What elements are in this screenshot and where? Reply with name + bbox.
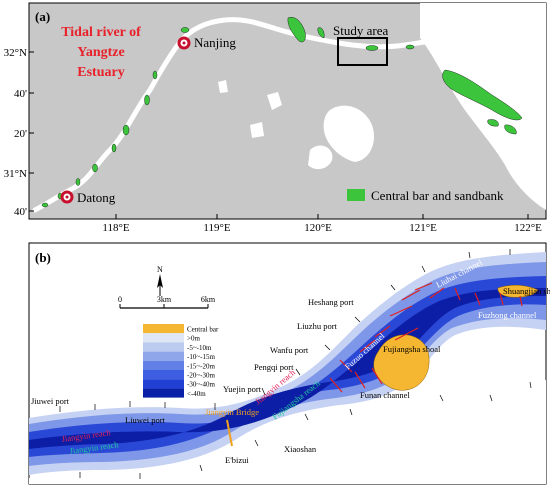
legend-swatch-2: [143, 342, 184, 352]
legend-label-2: -5~-10m: [187, 344, 212, 352]
place-yuejin-port: Yuejin port: [223, 384, 262, 394]
sandbanks: [41, 17, 523, 208]
lon-tick-0: 118°E: [102, 222, 129, 234]
feature-jiangyin-bridge: Jiangyin Bridge: [205, 407, 259, 417]
scale-label-3: 3km: [157, 295, 172, 304]
lon-tick-4: 122°E: [514, 222, 542, 234]
place-pengqi-port: Pengqi port: [254, 362, 294, 372]
lake-small-4: [218, 80, 228, 93]
lon-tick-2: 120°E: [304, 222, 332, 234]
lon-tick-3: 121°E: [409, 222, 437, 234]
shuangjian-shoal: [497, 285, 539, 298]
feature-funan-channel: Funan channel: [360, 390, 410, 400]
legend-label-bar: Central bar and sandbank: [371, 188, 504, 203]
scale-label-6: 6km: [201, 295, 216, 304]
legend-swatch-7: [143, 388, 184, 398]
lat-tick-2: 20': [14, 128, 27, 140]
study-area-box: [337, 37, 388, 66]
lat-tick-4: 40': [14, 206, 27, 218]
lon-tick-1: 119°E: [203, 222, 230, 234]
panel-a-ticks: [29, 51, 529, 219]
map-title-line3: Estuary: [77, 65, 124, 80]
place-ebizui: E'bizui: [225, 455, 249, 465]
jiangyin-bridge-line: [226, 419, 233, 447]
city-label-nanjing: Nanjing: [194, 35, 236, 50]
scale-label-0: 0: [118, 295, 122, 304]
lake-small-3: [250, 122, 264, 138]
north-arrow: N: [157, 265, 163, 296]
datong-marker: [60, 190, 74, 204]
legend-label-7: <-40m: [187, 390, 206, 398]
place-wanfu-port: Wanfu port: [270, 345, 309, 355]
scale-bar: 0 3km 6km: [118, 295, 216, 309]
panel-a-map: (a) Tidal river of Yangtze Estuary Nanji…: [4, 2, 547, 234]
place-jiuwei-port: Jiuwei port: [31, 396, 70, 406]
panel-b-label: (b): [35, 250, 51, 265]
feature-shuangjian-shoal: Shuangjian shoal: [503, 286, 550, 296]
place-liuzhu-port: Liuzhu port: [297, 321, 338, 331]
city-label-datong: Datong: [77, 190, 116, 205]
fujiangsha-shoal: [373, 334, 430, 391]
lake-small-2: [267, 92, 282, 110]
panel-b-map: N 0 3km 6km Central bar>0m-5~-10m-10~-15…: [28, 242, 550, 485]
legend-label-3: -10~-15m: [187, 353, 215, 361]
legend-label-6: -30~-40m: [187, 381, 215, 389]
legend-label-1: >0m: [187, 335, 200, 343]
estuary-water: [420, 3, 546, 210]
nanjing-marker: [177, 36, 191, 50]
legend-swatch-5: [143, 370, 184, 380]
north-label: N: [157, 265, 163, 274]
place-heshang-port: Heshang port: [308, 297, 354, 307]
lat-tick-3: 31°N: [4, 168, 27, 180]
legend-swatch-bar: [347, 189, 365, 201]
lake-tai: [323, 105, 375, 162]
map-title-line1: Tidal river of: [61, 25, 141, 40]
south-bank: [29, 380, 546, 484]
feature-fujiangsha-shoal: Fujiangsha shoal: [383, 344, 441, 354]
lat-tick-0: 32°N: [4, 47, 27, 59]
bank-ticks: [59, 249, 532, 479]
place-liuwei-port: Liuwei port: [125, 415, 166, 425]
legend-swatch-1: [143, 333, 184, 343]
legend-swatch-6: [143, 379, 184, 389]
legend-label-5: -20~-30m: [187, 372, 215, 380]
map-title-line2: Yangtze: [77, 45, 124, 60]
study-area-label: Study area: [333, 23, 388, 38]
depth-legend: Central bar>0m-5~-10m-10~-15m-15~-20m -20…: [143, 324, 219, 398]
section-lines: [329, 282, 523, 393]
legend-swatch-4: [143, 360, 184, 370]
feature-fuzhong-channel: Fuzhong channel: [478, 310, 537, 320]
legend-swatch-0: [143, 324, 184, 334]
legend-swatch-3: [143, 351, 184, 361]
legend-label-0: Central bar: [187, 326, 219, 334]
legend-label-4: -15~-20m: [187, 362, 215, 370]
lake-small-1: [308, 145, 333, 170]
lat-tick-1: 40': [14, 88, 27, 100]
place-xiaoshan: Xiaoshan: [284, 444, 317, 454]
panel-a-label: (a): [35, 9, 50, 24]
